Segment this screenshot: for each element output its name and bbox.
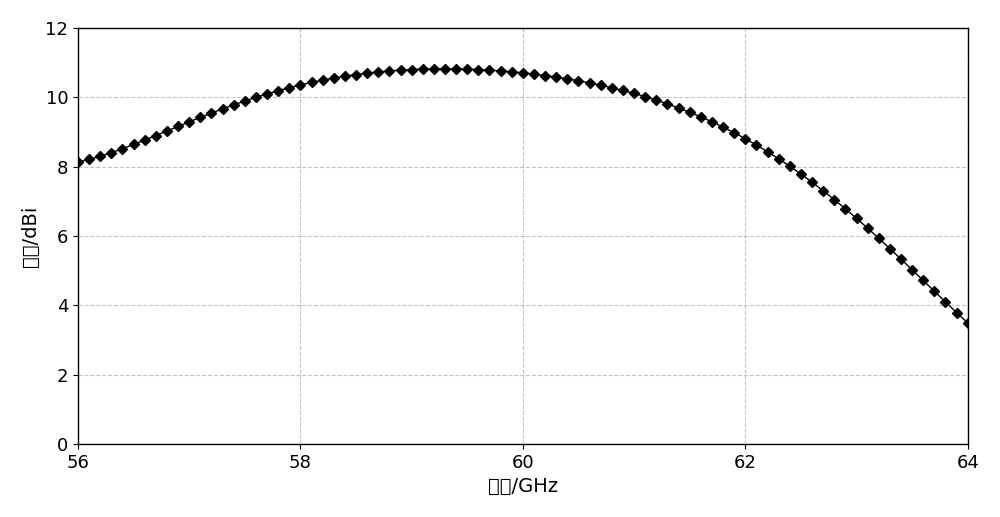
- Y-axis label: 增益/dBi: 增益/dBi: [21, 205, 40, 267]
- X-axis label: 频率/GHz: 频率/GHz: [488, 477, 558, 496]
